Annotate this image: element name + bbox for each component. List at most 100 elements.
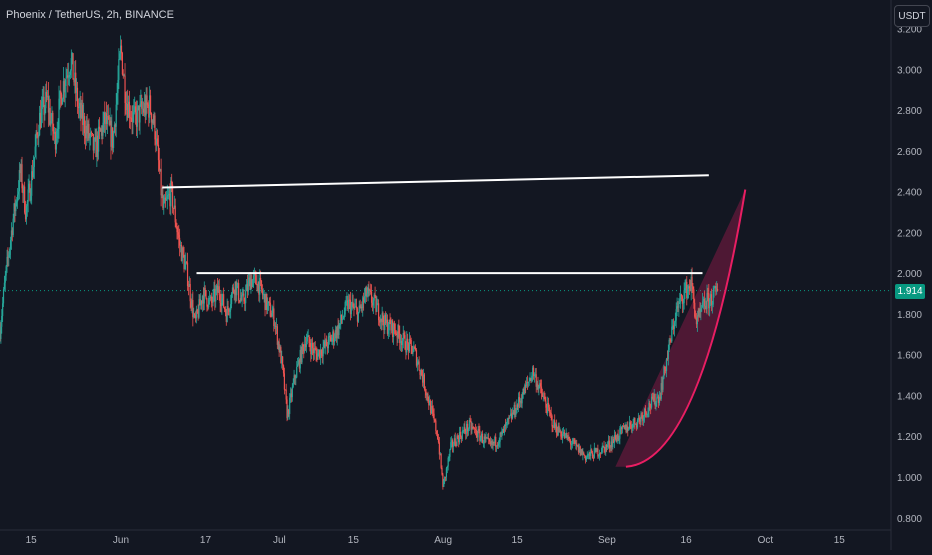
candle-body — [670, 340, 672, 342]
candle-body — [382, 313, 384, 323]
currency-unit-button[interactable]: USDT — [894, 5, 930, 27]
candle-body — [216, 285, 219, 293]
candle-body — [579, 446, 581, 456]
candle-body — [11, 230, 13, 235]
candle-body — [488, 439, 491, 442]
candle-body — [282, 365, 285, 374]
y-tick-label: 0.800 — [897, 514, 922, 525]
candle-body — [635, 424, 637, 425]
candle-body — [635, 424, 638, 428]
candle-body — [270, 316, 272, 318]
candle-body — [626, 426, 628, 432]
candle-body — [400, 340, 403, 345]
candle-body — [95, 137, 97, 157]
candle-body — [157, 138, 159, 145]
candle-body — [275, 326, 278, 328]
candle-body — [139, 103, 141, 123]
candle-body — [497, 443, 499, 446]
y-tick-label: 3.000 — [897, 65, 922, 76]
candle-body — [698, 308, 700, 317]
candle-body — [640, 415, 642, 422]
candle-body — [669, 339, 671, 341]
candle-body — [513, 404, 515, 414]
candle-body — [697, 315, 699, 317]
candle-body — [18, 170, 20, 192]
candle-body — [98, 126, 101, 129]
candle-body — [407, 343, 410, 352]
candle-body — [540, 383, 542, 387]
candle-body — [384, 314, 386, 331]
candle-body — [505, 422, 507, 426]
candle-body — [241, 295, 243, 301]
candle-body — [597, 448, 599, 457]
candle-body — [512, 412, 514, 414]
candle-body — [45, 91, 47, 109]
candle-body — [255, 275, 257, 285]
candle-body — [233, 291, 235, 295]
candle-body — [523, 388, 525, 395]
candle-body — [53, 131, 55, 134]
candle-body — [23, 186, 25, 194]
candle-body — [135, 112, 138, 127]
candle-body — [705, 305, 707, 310]
candle-body — [44, 108, 46, 115]
candle-body — [128, 101, 131, 118]
candle-body — [168, 193, 170, 195]
candle-body — [227, 306, 229, 310]
candle-body — [702, 301, 704, 308]
candle-body — [245, 291, 247, 304]
candle-body — [475, 429, 477, 437]
candle-body — [637, 417, 639, 421]
candle-body — [510, 413, 513, 419]
candle-body — [407, 338, 409, 344]
candle-body — [146, 95, 148, 105]
candle-body — [588, 452, 590, 455]
candle-body — [502, 429, 504, 432]
candle-body — [481, 433, 484, 443]
candle-body — [190, 301, 192, 308]
candle-body — [486, 437, 488, 439]
candle-body — [96, 135, 98, 157]
candle-body — [581, 449, 583, 455]
candle-body — [539, 383, 541, 387]
candle-body — [57, 129, 59, 131]
candle-body — [511, 412, 514, 419]
candle-body — [261, 289, 263, 295]
candle-body — [360, 306, 362, 309]
candle-body — [693, 289, 695, 303]
candle-body — [244, 301, 246, 304]
candle-body — [40, 109, 42, 128]
candle-body — [341, 314, 343, 320]
candle-body — [451, 440, 454, 447]
candle-body — [665, 358, 668, 372]
x-tick-label: Aug — [434, 535, 452, 546]
candle-body — [366, 293, 368, 297]
y-tick-label: 1.800 — [897, 310, 922, 321]
candle-body — [446, 466, 448, 469]
candle-body — [459, 431, 461, 443]
candle-body — [571, 443, 573, 445]
candle-body — [166, 196, 168, 200]
candle-body — [284, 389, 286, 391]
candle-body — [216, 285, 218, 291]
candle-body — [175, 222, 177, 228]
candle-body — [388, 319, 390, 331]
candle-body — [206, 298, 208, 307]
candle-body — [593, 448, 595, 459]
candle-body — [471, 426, 473, 430]
candle-body — [91, 133, 94, 135]
candle-body — [148, 105, 150, 118]
candle-body — [24, 186, 26, 213]
candle-body — [529, 378, 531, 382]
candle-body — [514, 404, 516, 415]
candle-body — [204, 287, 206, 290]
candle-body — [106, 116, 109, 124]
candle-body — [713, 288, 715, 292]
candle-body — [676, 306, 678, 310]
candle-body — [638, 417, 640, 419]
candle-body — [228, 309, 230, 312]
candle-body — [347, 300, 349, 310]
candle-body — [3, 282, 6, 290]
